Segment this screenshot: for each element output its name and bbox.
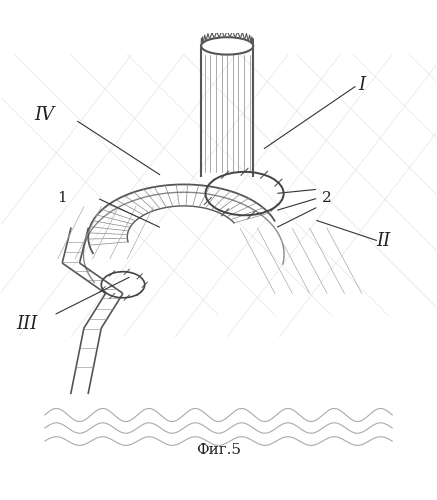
Text: IV: IV [35,106,55,124]
Ellipse shape [201,37,253,54]
Text: I: I [358,76,365,94]
Text: 1: 1 [57,191,67,205]
Text: Фиг.5: Фиг.5 [196,442,241,456]
Text: III: III [17,315,38,333]
Text: II: II [376,232,391,250]
Text: 2: 2 [322,191,332,205]
